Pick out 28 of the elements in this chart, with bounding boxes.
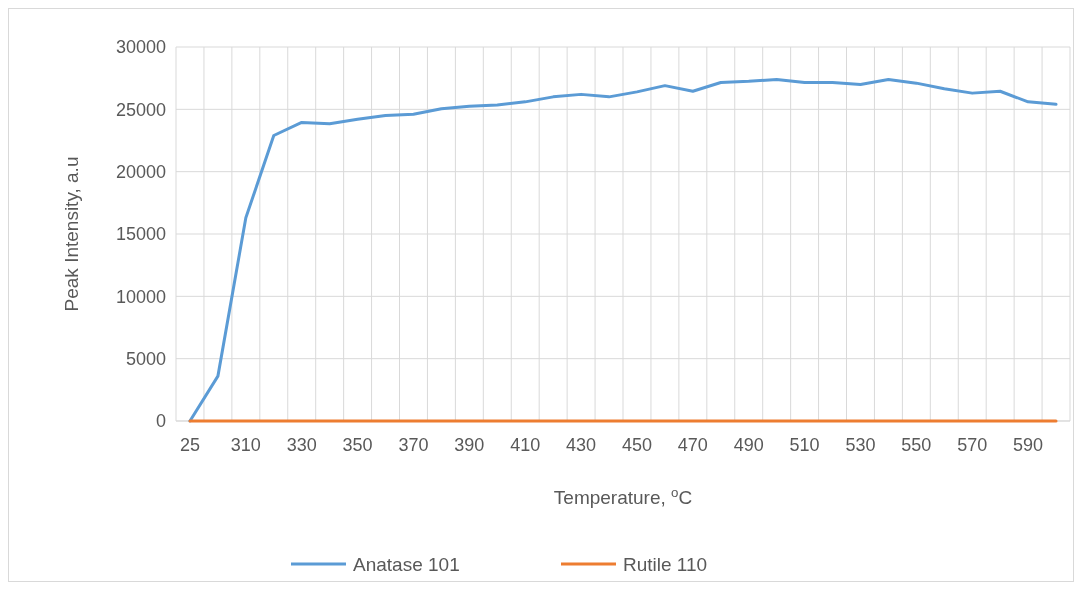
x-tick-label: 530 [845, 435, 876, 455]
x-tick-label: 310 [230, 435, 261, 455]
x-tick-label: 450 [621, 435, 652, 455]
y-tick-label: 30000 [115, 37, 166, 58]
y-tick-label: 25000 [115, 99, 166, 120]
x-tick-label: 510 [789, 435, 820, 455]
x-tick-label: 550 [901, 435, 932, 455]
x-tick-label: 570 [957, 435, 988, 455]
legend-label: Anatase 101 [353, 553, 460, 575]
x-tick-label: 370 [398, 435, 429, 455]
x-tick-label: 330 [286, 435, 317, 455]
y-tick-label: 15000 [115, 224, 166, 245]
x-tick-label: 390 [454, 435, 485, 455]
x-axis-title: Temperature, $^{o}$C [553, 484, 693, 508]
y-tick-label: 5000 [125, 348, 166, 369]
line-series [188, 77, 1058, 423]
x-tick-label: 590 [1013, 435, 1044, 455]
legend-label: Rutile 110 [623, 553, 708, 575]
x-tick-label: 410 [510, 435, 541, 455]
y-tick-label: 10000 [115, 286, 166, 307]
y-tick-label: 20000 [115, 161, 166, 182]
y-axis-title: Peak Intensity, a.u [61, 156, 82, 312]
x-tick-label: 490 [733, 435, 764, 455]
x-tick-label: 470 [677, 435, 708, 455]
y-tick-label: 0 [155, 411, 166, 432]
x-tick-label: 25 [179, 435, 200, 455]
x-tick-label: 350 [342, 435, 373, 455]
x-tick-label: 430 [566, 435, 597, 455]
